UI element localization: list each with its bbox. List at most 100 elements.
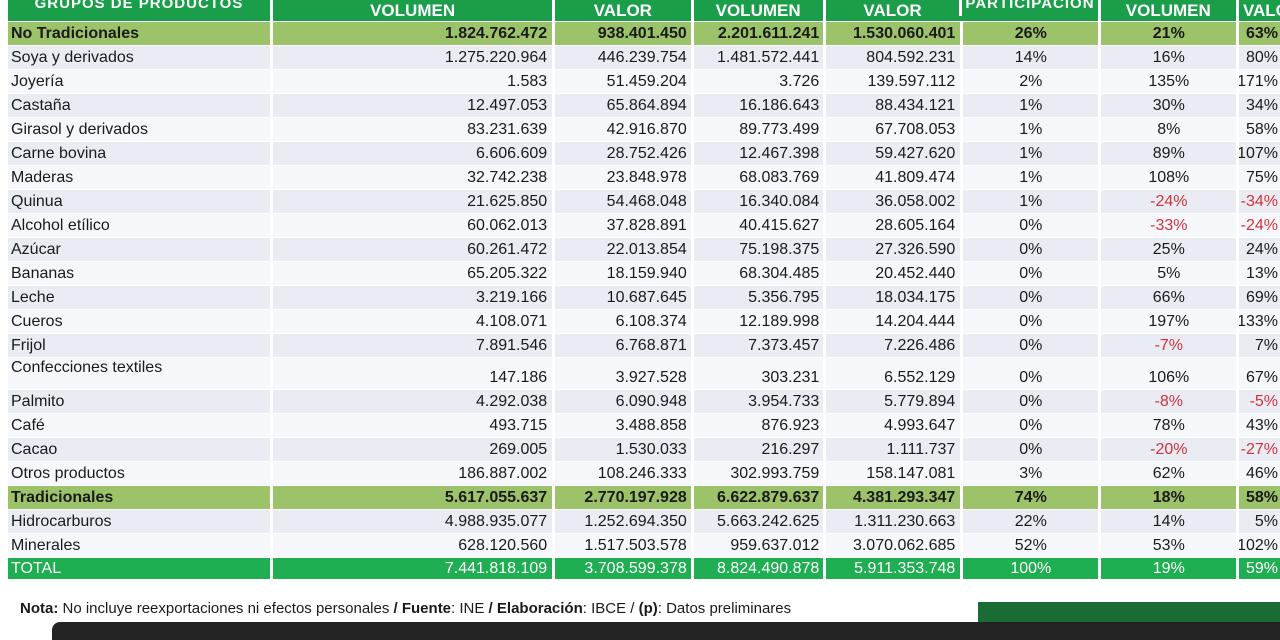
table-row: Otros productos 186.887.002 108.246.333 302… [8,462,1280,486]
cell-var-vol: -33% [1098,214,1236,237]
table-row: Bananas 65.205.322 18.159.940 68.304.485 20.… [8,262,1280,286]
cell-vol2: 3.726 [690,70,824,93]
cell-vol2: 68.304.485 [690,262,824,285]
header-participation: PARTICIPACIÓN [959,0,1097,16]
cell-part: 1% [960,190,1098,213]
cell-vol2: 12.189.998 [690,310,824,333]
cell-var-vol: 135% [1098,70,1236,93]
cell-val1: 28.752.426 [552,142,691,165]
cell-vol2: 89.773.499 [690,118,824,141]
cell-vol2: 7.373.457 [690,334,824,357]
cell-name: Soya y derivados [11,48,134,66]
cell-val1: 3.488.858 [552,414,691,437]
cell-vol1: 186.887.002 [269,462,552,485]
cell-vol1: 65.205.322 [269,262,552,285]
cell-var-val: -24% [1236,214,1280,237]
table-row: Palmito 4.292.038 6.090.948 3.954.733 5.779.… [8,390,1280,414]
header-vol2: VOLUMEN [690,0,823,21]
cell-name: Cacao [11,440,58,458]
cell-val1: 3.927.528 [552,358,691,389]
cell-var-val: 34% [1236,94,1280,117]
cell-val2: 36.058.002 [823,190,960,213]
cell-val1: 108.246.333 [552,462,691,485]
cell-name: Girasol y derivados [11,120,148,138]
table-row: Azúcar 60.261.472 22.013.854 75.198.375 27.3… [8,238,1280,262]
header-var-vol: VOLUMEN [1097,0,1236,21]
cell-val1: 18.159.940 [552,262,691,285]
table-row: Quinua 21.625.850 54.468.048 16.340.084 36.0… [8,190,1280,214]
cell-name: Alcohol etílico [11,216,110,234]
no-tradicionales-items: Soya y derivados 1.275.220.964 446.239.754… [8,46,1280,486]
cell-val2: 41.809.474 [823,166,960,189]
cell-part: 1% [960,142,1098,165]
table-row: Maderas 32.742.238 23.848.978 68.083.769 41.… [8,166,1280,190]
table-row: Cueros 4.108.071 6.108.374 12.189.998 14.204… [8,310,1280,334]
cell-var-val: 80% [1236,46,1280,69]
cell-val2: 27.326.590 [823,238,960,261]
table-row: Leche 3.219.166 10.687.645 5.356.795 18.034.… [8,286,1280,310]
cell-part: 0% [960,286,1098,309]
cell-name: Confecciones textiles [11,359,163,376]
cell-var-vol: 66% [1098,286,1236,309]
cell-vol1: 7.891.546 [269,334,552,357]
cell-name: Leche [11,288,55,306]
cell-var-val: 24% [1236,238,1280,261]
cell-val1: 1.252.694.350 [552,510,691,533]
cell-vol1: 1.275.220.964 [269,46,552,69]
cell-val2: 4.993.647 [823,414,960,437]
cell-var-val: 102% [1236,534,1280,557]
cell-vol2: 876.923 [690,414,824,437]
cell-vol1: 60.062.013 [269,214,552,237]
cell-val2: 158.147.081 [823,462,960,485]
cell-name: Carne bovina [11,144,107,162]
cell-var-vol: -24% [1098,190,1236,213]
cell-vol2: 5.356.795 [690,286,824,309]
cell-vol2: 959.637.012 [690,534,824,557]
cell-vol1: 1.583 [269,70,552,93]
cell-var-val: -34% [1236,190,1280,213]
cell-name: Bananas [11,264,75,282]
cell-var-val: 69% [1236,286,1280,309]
cell-vol1: 628.120.560 [269,534,552,557]
cell-var-vol: 8% [1098,118,1236,141]
cell-vol1: 3.219.166 [269,286,552,309]
cell-val2: 88.434.121 [823,94,960,117]
cell-name: Cueros [11,312,63,330]
cell-val2: 5.779.894 [823,390,960,413]
cell-val2: 139.597.112 [823,70,960,93]
table-row: Carne bovina 6.606.609 28.752.426 12.467.39… [8,142,1280,166]
cell-vol2: 5.663.242.625 [690,510,824,533]
cell-var-val: 107% [1236,142,1280,165]
cell-name: Palmito [11,392,65,410]
cell-part: 14% [960,46,1098,69]
cell-vol1: 269.005 [269,438,552,461]
cell-val2: 59.427.620 [823,142,960,165]
cell-part: 52% [960,534,1098,557]
cell-var-vol: 197% [1098,310,1236,333]
cell-var-vol: -7% [1098,334,1236,357]
cell-name: Minerales [11,536,81,554]
cell-part: 2% [960,70,1098,93]
cell-val1: 54.468.048 [552,190,691,213]
cell-val2: 18.034.175 [823,286,960,309]
header-group: GRUPOS DE PRODUCTOS [34,0,244,12]
cell-var-val: -27% [1236,438,1280,461]
cell-var-vol: 25% [1098,238,1236,261]
cell-part: 0% [960,310,1098,333]
cell-var-vol: 78% [1098,414,1236,437]
cell-var-vol: -8% [1098,390,1236,413]
cell-part: 1% [960,166,1098,189]
cell-val2: 3.070.062.685 [823,534,960,557]
cell-vol2: 3.954.733 [690,390,824,413]
table-row: Hidrocarburos 4.988.935.077 1.252.694.350 5… [8,510,1280,534]
cell-val1: 6.108.374 [552,310,691,333]
cell-vol2: 68.083.769 [690,166,824,189]
cell-part: 0% [960,238,1098,261]
cell-val1: 23.848.978 [552,166,691,189]
cell-val1: 10.687.645 [552,286,691,309]
cell-vol2: 216.297 [690,438,824,461]
cell-var-val: 5% [1236,510,1280,533]
cell-vol2: 302.993.759 [690,462,824,485]
cell-var-vol: 106% [1098,358,1236,389]
cell-var-val: 67% [1236,358,1280,389]
